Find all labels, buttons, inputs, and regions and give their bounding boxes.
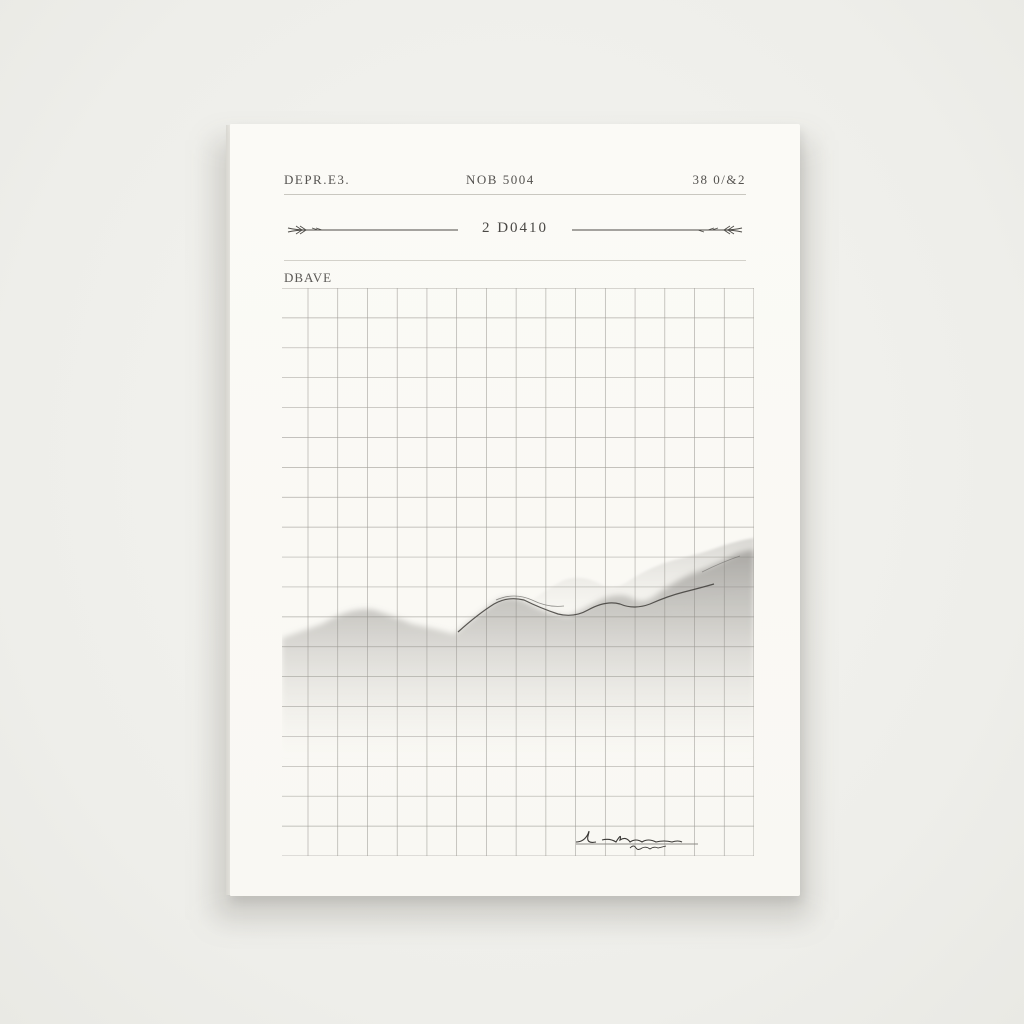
date-divider <box>284 260 746 261</box>
handwritten-signature <box>575 830 698 845</box>
header-right-text: 38 0/&2 <box>692 172 746 187</box>
header-center-text: NOB 5004 <box>466 172 535 187</box>
header-left-text: DEPR.E3. <box>284 172 351 187</box>
date-title: 2 D0410 <box>481 220 549 236</box>
branch-ornament-left-icon <box>287 225 458 235</box>
branch-ornament-right-icon <box>572 225 743 235</box>
section-label: DBAVE <box>284 270 333 285</box>
header-divider <box>284 194 746 195</box>
mountain-wash <box>282 538 754 758</box>
signature-initials <box>629 845 667 850</box>
ledger-grid <box>282 288 754 856</box>
notebook-page: DEPR.E3. NOB 5004 38 0/&2 2 D0410 DBAVE <box>230 124 800 896</box>
